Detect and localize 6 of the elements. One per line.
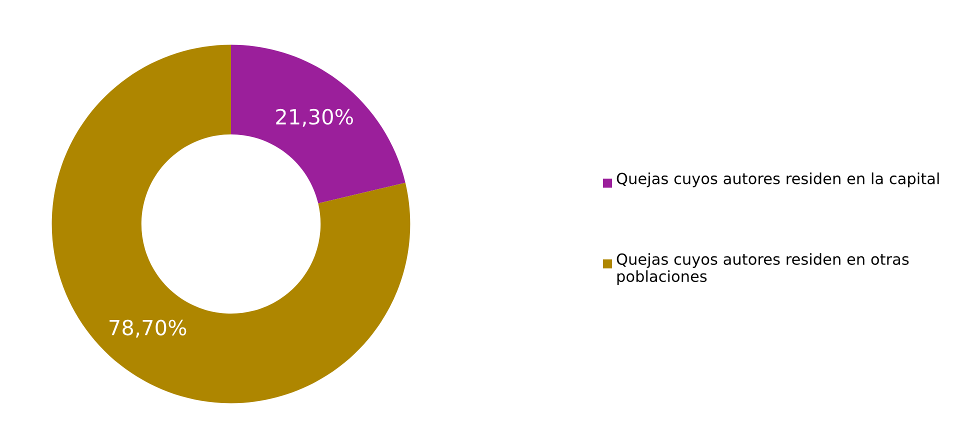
legend-label: Quejas cuyos autores residen en la capital (616, 172, 939, 188)
data-label: 21,30% (276, 108, 353, 127)
legend-label: Quejas cuyos autores residen en otras poblaciones (616, 253, 909, 286)
donut-slice (231, 44, 406, 204)
donut-slice (52, 44, 410, 404)
data-label: 78,70% (110, 320, 186, 338)
